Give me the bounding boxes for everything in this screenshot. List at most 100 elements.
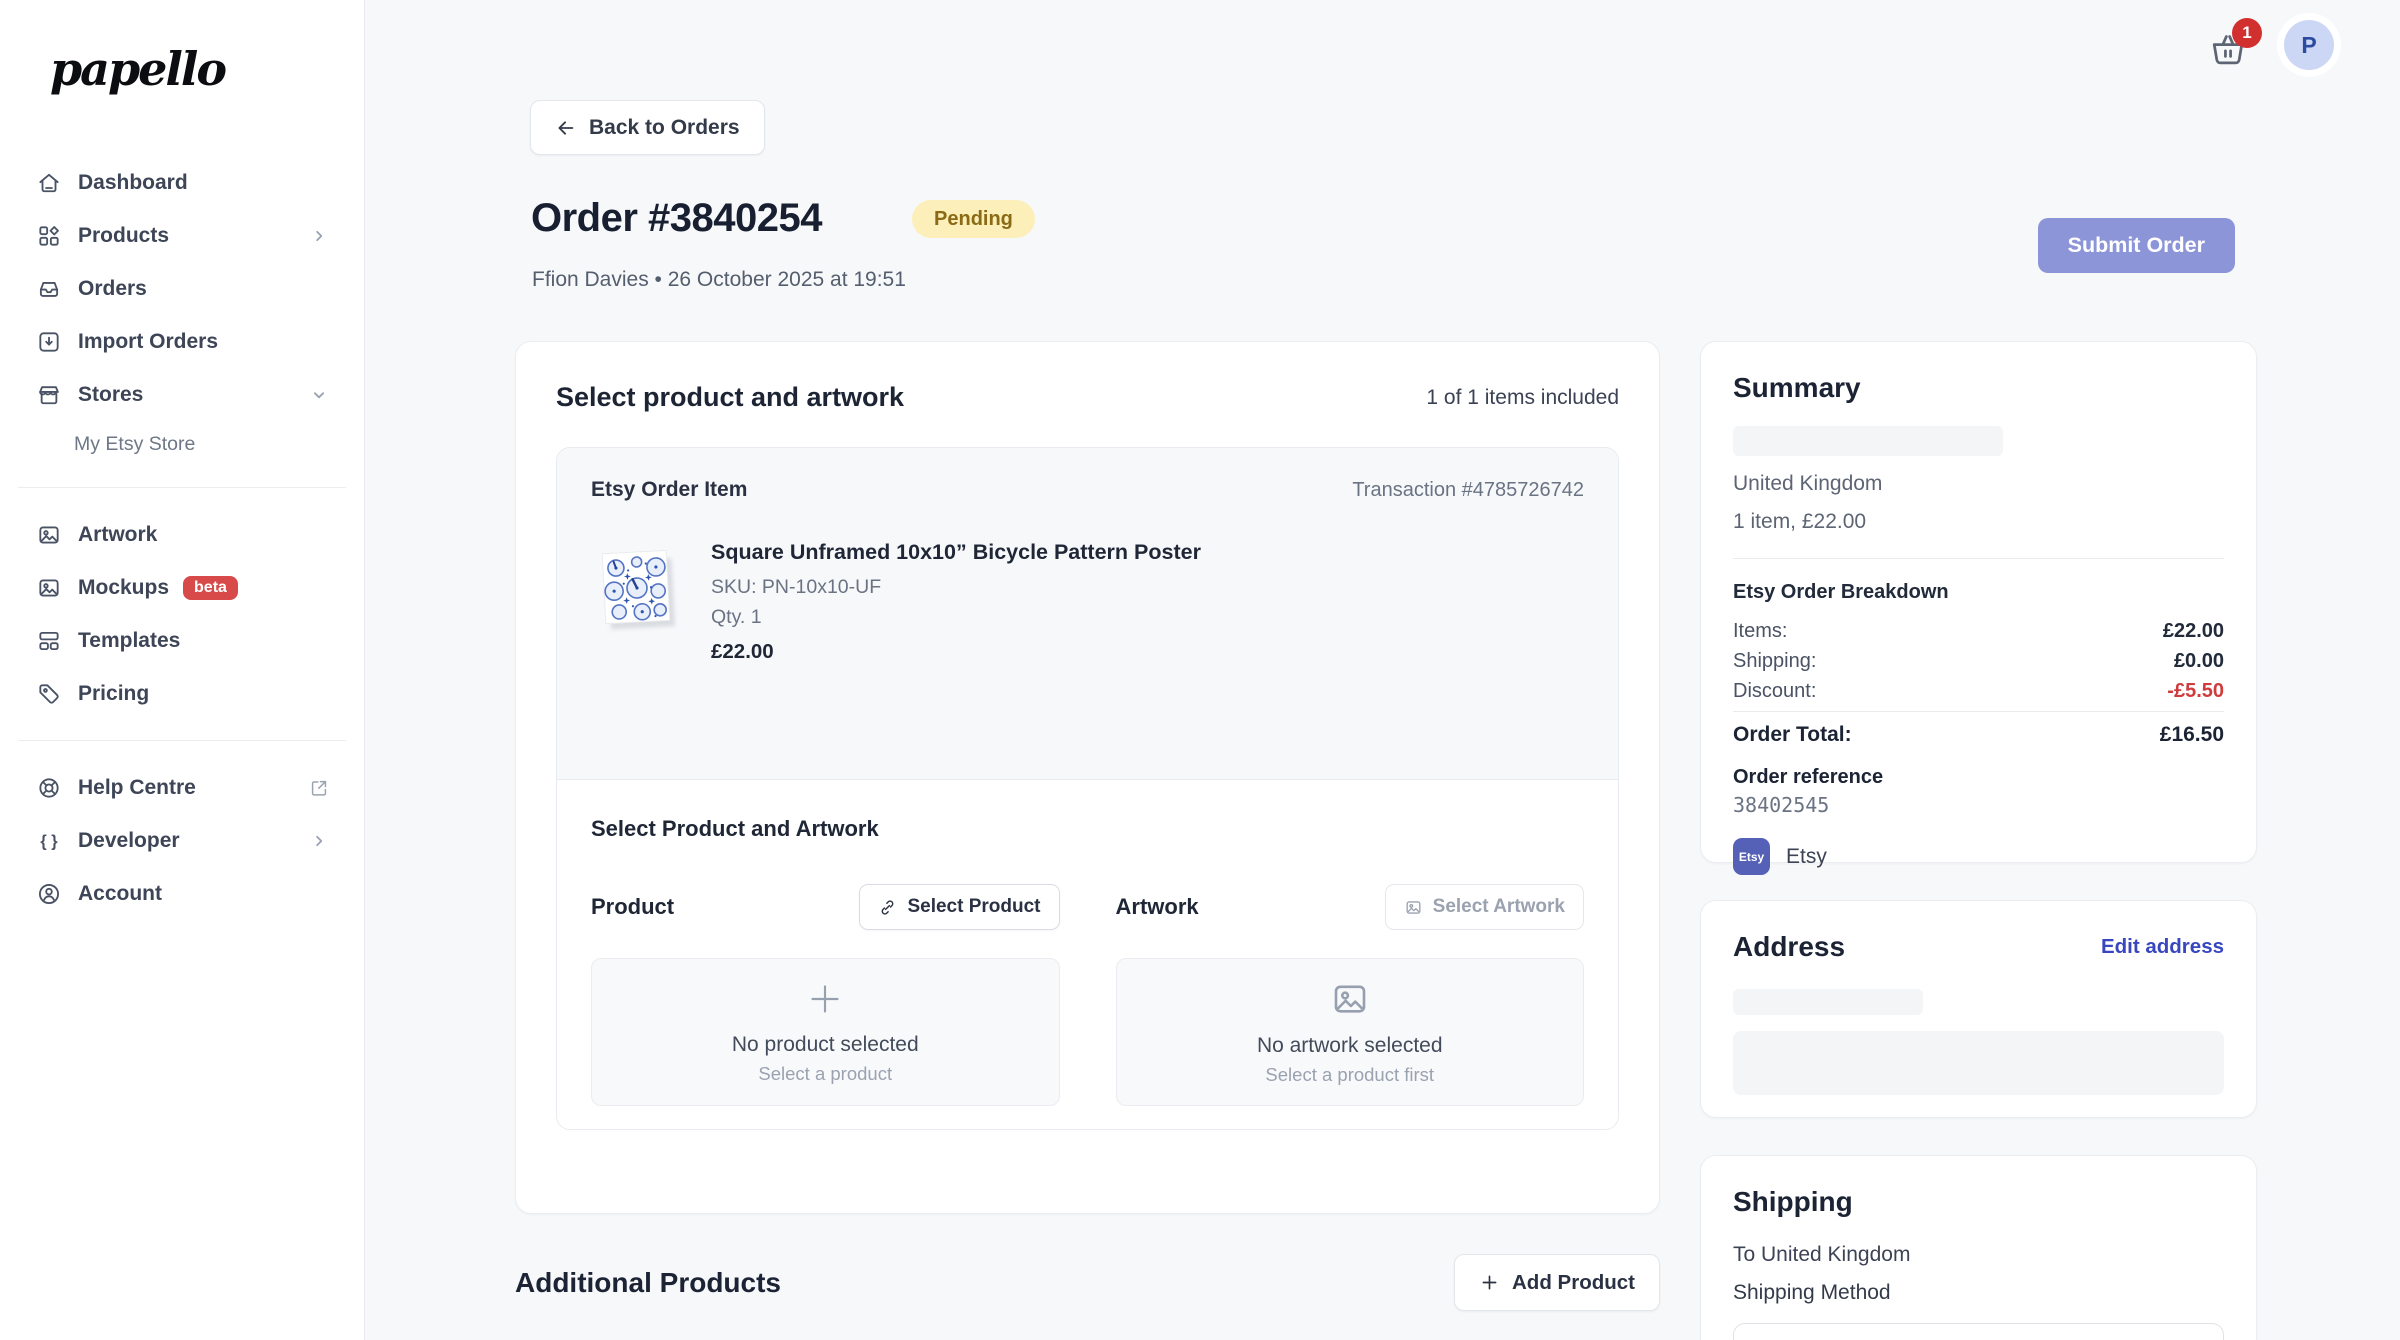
plus-icon	[1479, 1272, 1500, 1293]
link-icon	[878, 898, 897, 917]
cart-count-badge: 1	[2232, 18, 2262, 48]
etsy-order-item-label: Etsy Order Item	[591, 478, 748, 501]
summary-card: Summary United Kingdom 1 item, £22.00 Et…	[1700, 341, 2257, 875]
summary-row: Shipping: £0.00	[1733, 646, 2224, 676]
grid-icon	[36, 223, 62, 249]
sidebar-item-label: Products	[78, 223, 170, 247]
sidebar-item-label: Orders	[78, 276, 147, 300]
sidebar: papello Dashboard Products Orders Import Or…	[0, 0, 365, 1340]
page-title: Order #3840254	[531, 196, 823, 240]
cart-button[interactable]: 1	[2204, 18, 2262, 74]
etsy-badge-icon: Etsy	[1733, 838, 1770, 875]
basket-icon	[2206, 34, 2250, 74]
transaction-number: Transaction #4785726742	[1352, 478, 1584, 501]
address-heading: Address	[1733, 931, 1846, 962]
sidebar-item-developer[interactable]: { } Developer	[0, 814, 364, 867]
select-product-artwork-heading: Select product and artwork	[556, 382, 905, 412]
order-total-label: Order Total:	[1733, 723, 1852, 746]
product-select-column: Product Select Product No product select…	[591, 882, 1060, 1106]
beta-badge: beta	[183, 575, 238, 600]
sidebar-item-label: Account	[78, 881, 162, 905]
product-title: Square Unframed 10x10” Bicycle Pattern P…	[711, 540, 1201, 564]
sidebar-item-dashboard[interactable]: Dashboard	[0, 156, 364, 209]
divider	[1733, 558, 2224, 559]
summary-row-value: £0.00	[2173, 649, 2224, 672]
image-icon	[1404, 898, 1423, 917]
plus-icon	[805, 979, 845, 1019]
sidebar-item-label: Pricing	[78, 681, 150, 705]
chevron-down-icon	[308, 384, 330, 406]
sidebar-item-import-orders[interactable]: Import Orders	[0, 315, 364, 368]
summary-row-label: Discount:	[1733, 679, 1817, 702]
sidebar-item-artwork[interactable]: Artwork	[0, 508, 364, 561]
sidebar-item-stores[interactable]: Stores	[0, 368, 364, 421]
back-to-orders-label: Back to Orders	[589, 115, 740, 139]
image-icon	[36, 575, 62, 601]
summary-country: United Kingdom	[1733, 472, 1883, 495]
no-artwork-dropzone[interactable]: No artwork selected Select a product fir…	[1115, 958, 1584, 1106]
external-icon	[308, 777, 330, 799]
shipping-destination: To United Kingdom	[1733, 1243, 1911, 1266]
no-product-hint: Select a product	[758, 1063, 893, 1084]
product-label: Product	[591, 894, 675, 919]
add-product-button[interactable]: Add Product	[1454, 1254, 1660, 1311]
order-total-value: £16.50	[2159, 723, 2224, 746]
sidebar-item-products[interactable]: Products	[0, 209, 364, 262]
submit-order-button[interactable]: Submit Order	[2037, 218, 2235, 273]
edit-address-link[interactable]: Edit address	[2100, 935, 2224, 958]
import-icon	[36, 329, 62, 355]
additional-products-section: Additional Products Add Product	[515, 1254, 1660, 1311]
sidebar-item-account[interactable]: Account	[0, 867, 364, 920]
sidebar-item-orders[interactable]: Orders	[0, 262, 364, 315]
right-rail: Summary United Kingdom 1 item, £22.00 Et…	[1700, 341, 2257, 1340]
summary-row: Items: £22.00	[1733, 616, 2224, 646]
shipping-method-label: Shipping Method	[1733, 1281, 1891, 1304]
sidebar-item-my-etsy-store[interactable]: My Etsy Store	[0, 421, 364, 467]
sidebar-item-label: Help Centre	[78, 775, 196, 799]
select-panel: Select Product and Artwork Product Selec…	[557, 779, 1618, 1129]
chevron-right-icon	[308, 830, 330, 852]
shipping-heading: Shipping	[1733, 1186, 1853, 1217]
chevron-right-icon	[308, 225, 330, 247]
address-card: Address Edit address	[1700, 900, 2257, 1118]
order-reference-value: 38402545	[1733, 793, 1830, 817]
order-reference-label: Order reference	[1733, 766, 1884, 788]
no-product-dropzone[interactable]: No product selected Select a product	[591, 958, 1060, 1106]
tag-icon	[36, 681, 62, 707]
sidebar-divider	[18, 487, 346, 488]
select-artwork-button[interactable]: Select Artwork	[1384, 884, 1584, 930]
shipping-method-select[interactable]	[1733, 1323, 2224, 1340]
redacted-address-block	[1733, 1031, 2224, 1095]
select-product-button[interactable]: Select Product	[859, 884, 1060, 930]
app-logo[interactable]: papello	[50, 42, 227, 96]
summary-heading: Summary	[1733, 372, 1861, 403]
order-total-row: Order Total: £16.50	[1733, 723, 2224, 747]
inbox-icon	[36, 276, 62, 302]
sidebar-item-templates[interactable]: Templates	[0, 614, 364, 667]
sidebar-item-help-centre[interactable]: Help Centre	[0, 761, 364, 814]
redacted-customer-name	[1733, 426, 2003, 456]
shipping-card: Shipping To United Kingdom Shipping Meth…	[1700, 1155, 2257, 1340]
items-included-count: 1 of 1 items included	[1426, 385, 1619, 409]
product-info: Square Unframed 10x10” Bicycle Pattern P…	[711, 540, 1201, 664]
avatar[interactable]: P	[2284, 20, 2334, 70]
image-icon	[36, 522, 62, 548]
sidebar-item-mockups[interactable]: Mockups beta	[0, 561, 364, 614]
summary-items-line: 1 item, £22.00	[1733, 510, 1867, 533]
sidebar-footer-nav: Help Centre { } Developer Account	[0, 761, 364, 920]
sidebar-item-pricing[interactable]: Pricing	[0, 667, 364, 720]
artwork-label: Artwork	[1115, 894, 1199, 919]
order-items-card: Select product and artwork 1 of 1 items …	[515, 341, 1660, 1214]
sidebar-item-label: Developer	[78, 828, 180, 852]
user-icon	[36, 881, 62, 907]
back-to-orders-button[interactable]: Back to Orders	[530, 100, 765, 155]
summary-row-label: Shipping:	[1733, 649, 1817, 672]
order-title-row: Order #3840254 Pending	[531, 196, 1035, 241]
sidebar-item-label: Mockups	[78, 575, 170, 599]
templates-icon	[36, 628, 62, 654]
product-price: £22.00	[711, 640, 774, 663]
additional-products-heading: Additional Products	[515, 1266, 781, 1298]
order-byline: Ffion Davies • 26 October 2025 at 19:51	[532, 268, 906, 291]
etsy-order-item-box: Etsy Order Item Transaction #4785726742	[556, 447, 1619, 1130]
